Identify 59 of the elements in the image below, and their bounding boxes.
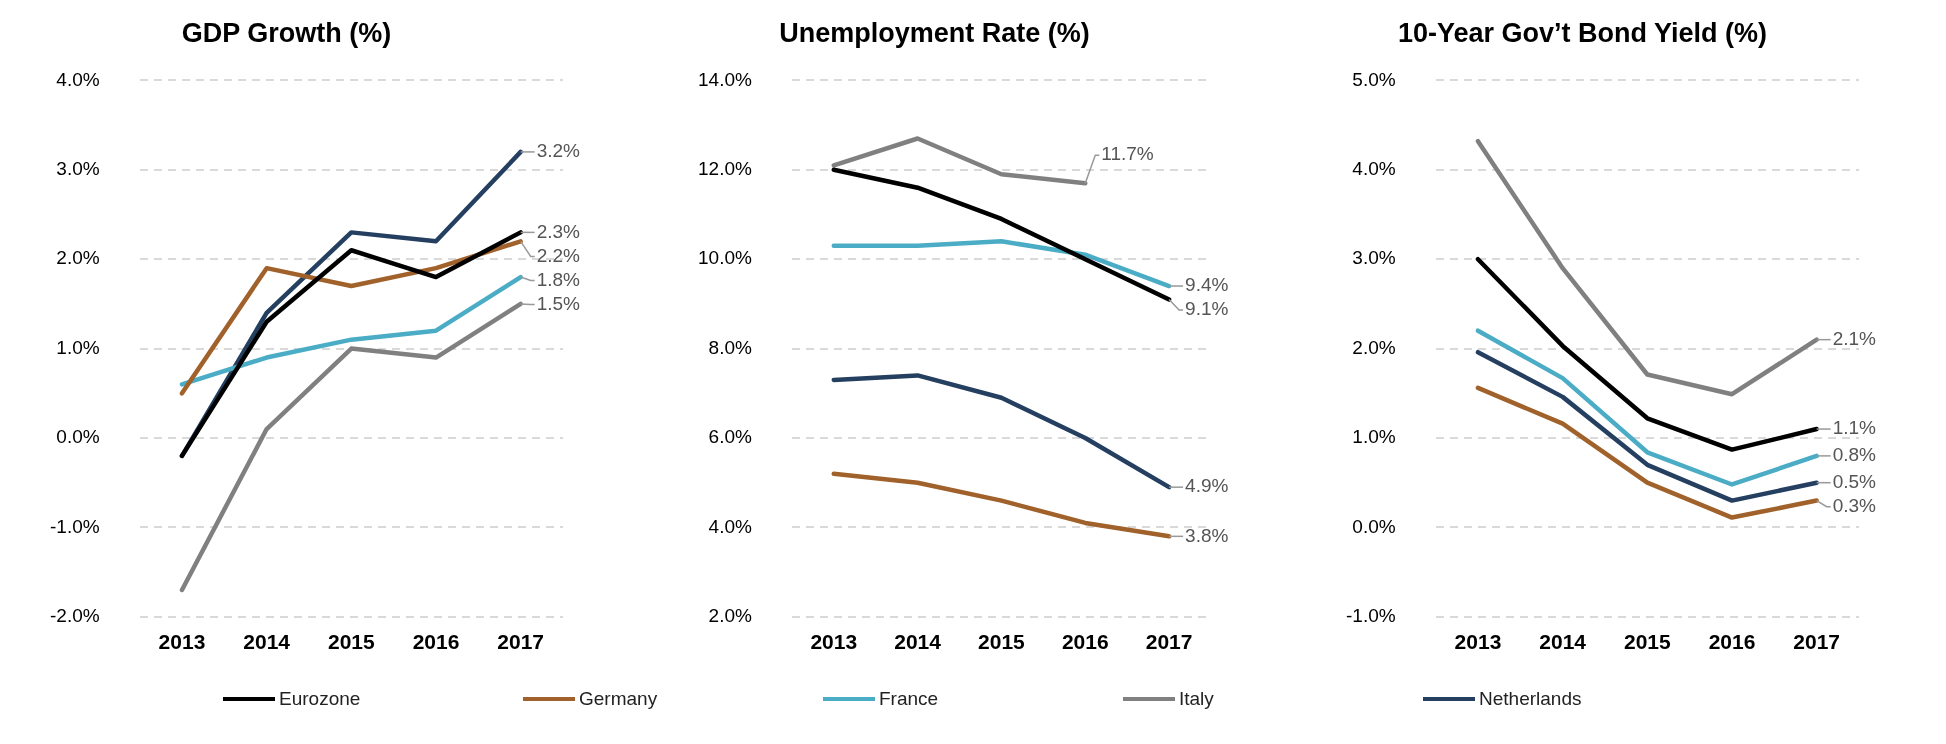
data-label: 3.2% — [536, 140, 581, 162]
y-tick-label: 10.0% — [698, 247, 752, 269]
data-label: 11.7% — [1101, 143, 1154, 165]
chart-title: GDP Growth (%) — [181, 17, 392, 48]
x-tick-label: 2013 — [158, 630, 206, 654]
x-tick-label: 2014 — [243, 630, 291, 654]
y-tick-label: 6.0% — [708, 426, 752, 448]
y-tick-label: -1.0% — [1345, 605, 1396, 627]
data-label: 1.1% — [1832, 417, 1877, 439]
x-tick-label: 2016 — [1061, 630, 1109, 654]
x-tick-label: 2015 — [978, 630, 1026, 654]
y-tick-label: 3.0% — [1352, 247, 1396, 269]
y-tick-label: 12.0% — [698, 158, 752, 180]
y-tick-label: 2.0% — [1352, 336, 1396, 358]
legend-label: Netherlands — [1479, 688, 1582, 710]
legend-label: France — [879, 688, 939, 710]
chart-title: Unemployment Rate (%) — [779, 17, 1090, 48]
x-tick-label: 2014 — [1539, 630, 1587, 654]
y-tick-label: 4.0% — [56, 68, 100, 90]
x-tick-label: 2015 — [327, 630, 375, 654]
x-tick-label: 2016 — [412, 630, 460, 654]
x-tick-label: 2014 — [894, 630, 942, 654]
x-tick-label: 2013 — [1454, 630, 1502, 654]
y-tick-label: 4.0% — [1352, 158, 1396, 180]
y-tick-label: 4.0% — [708, 515, 752, 537]
y-tick-label: 1.0% — [56, 336, 100, 358]
y-tick-label: 8.0% — [708, 336, 752, 358]
data-label: 9.1% — [1185, 298, 1229, 320]
data-label: 2.3% — [536, 220, 581, 242]
data-label: 3.8% — [1185, 524, 1229, 546]
y-tick-label: 5.0% — [1352, 68, 1396, 90]
y-tick-label: -1.0% — [49, 515, 100, 537]
legend-label: Eurozone — [279, 688, 361, 710]
data-label: 0.8% — [1832, 444, 1877, 466]
data-label: 1.8% — [536, 268, 581, 290]
x-tick-label: 2017 — [1145, 630, 1193, 654]
data-label: 4.9% — [1185, 475, 1229, 497]
x-tick-label: 2017 — [497, 630, 545, 654]
x-tick-label: 2017 — [1793, 630, 1841, 654]
y-tick-label: 14.0% — [698, 68, 752, 90]
y-tick-label: 2.0% — [708, 605, 752, 627]
y-tick-label: 0.0% — [1352, 515, 1396, 537]
data-label: 2.2% — [536, 244, 581, 266]
data-label: 9.4% — [1185, 274, 1229, 296]
legend-label: Germany — [579, 688, 658, 710]
x-tick-label: 2015 — [1623, 630, 1671, 654]
data-label: 0.5% — [1832, 470, 1877, 492]
chart-title: 10-Year Gov’t Bond Yield (%) — [1397, 17, 1768, 48]
y-tick-label: 3.0% — [56, 158, 100, 180]
x-tick-label: 2016 — [1708, 630, 1756, 654]
x-tick-label: 2013 — [810, 630, 858, 654]
y-tick-label: 0.0% — [56, 426, 100, 448]
data-label: 2.1% — [1832, 327, 1877, 349]
data-label: 0.3% — [1832, 494, 1877, 516]
y-tick-label: -2.0% — [49, 605, 100, 627]
y-tick-label: 1.0% — [1352, 426, 1396, 448]
y-tick-label: 2.0% — [56, 247, 100, 269]
data-label: 1.5% — [536, 292, 581, 314]
legend-label: Italy — [1179, 688, 1214, 710]
